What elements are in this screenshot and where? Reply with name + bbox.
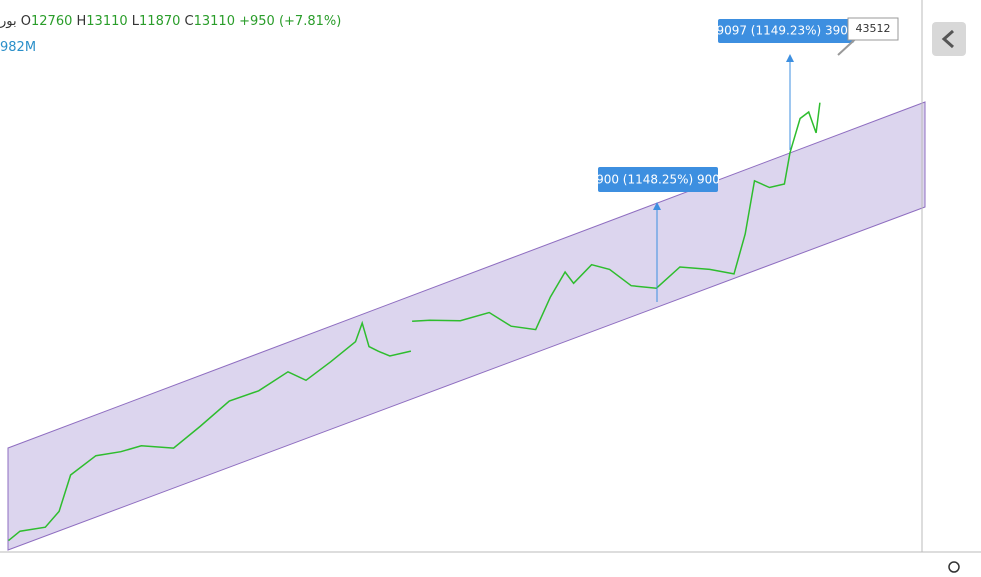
- back-button[interactable]: [932, 22, 966, 56]
- legend-header: بور O12760 H13110 L11870 C13110 +950 (+7…: [0, 14, 341, 29]
- annotation: 900 (1148.25%) 900: [596, 173, 720, 187]
- ohlc-value: 11870: [139, 14, 181, 29]
- change-pct: (+7.81%): [278, 14, 342, 29]
- back-icon: [941, 29, 954, 49]
- ohlc-value: 12760: [31, 14, 73, 29]
- symbol: بور: [0, 14, 17, 29]
- ohlc-label: H: [76, 14, 87, 29]
- price-line: [8, 102, 821, 542]
- ohlc-value: 13110: [86, 14, 128, 29]
- annotation: 43512: [856, 22, 891, 35]
- arrow-head: [786, 54, 794, 62]
- annotation-box: [847, 17, 899, 41]
- ohlc-label: C: [184, 14, 194, 29]
- annotation-box: [598, 167, 718, 192]
- ohlc: O12760 H13110 L11870 C13110: [21, 14, 239, 29]
- ohlc-label: O: [20, 14, 31, 29]
- annotation-box: [718, 19, 854, 43]
- ohlc-label: L: [131, 14, 140, 29]
- plot: [8, 102, 821, 542]
- change: +950: [239, 14, 275, 29]
- ohlc-value: 13110: [193, 14, 235, 29]
- settings-icon[interactable]: [948, 561, 960, 573]
- annotation: 39097 (1149.23%) 39097: [709, 24, 863, 38]
- channel: [7, 101, 926, 551]
- volume: 982M: [0, 40, 37, 55]
- arrow-head: [653, 202, 661, 210]
